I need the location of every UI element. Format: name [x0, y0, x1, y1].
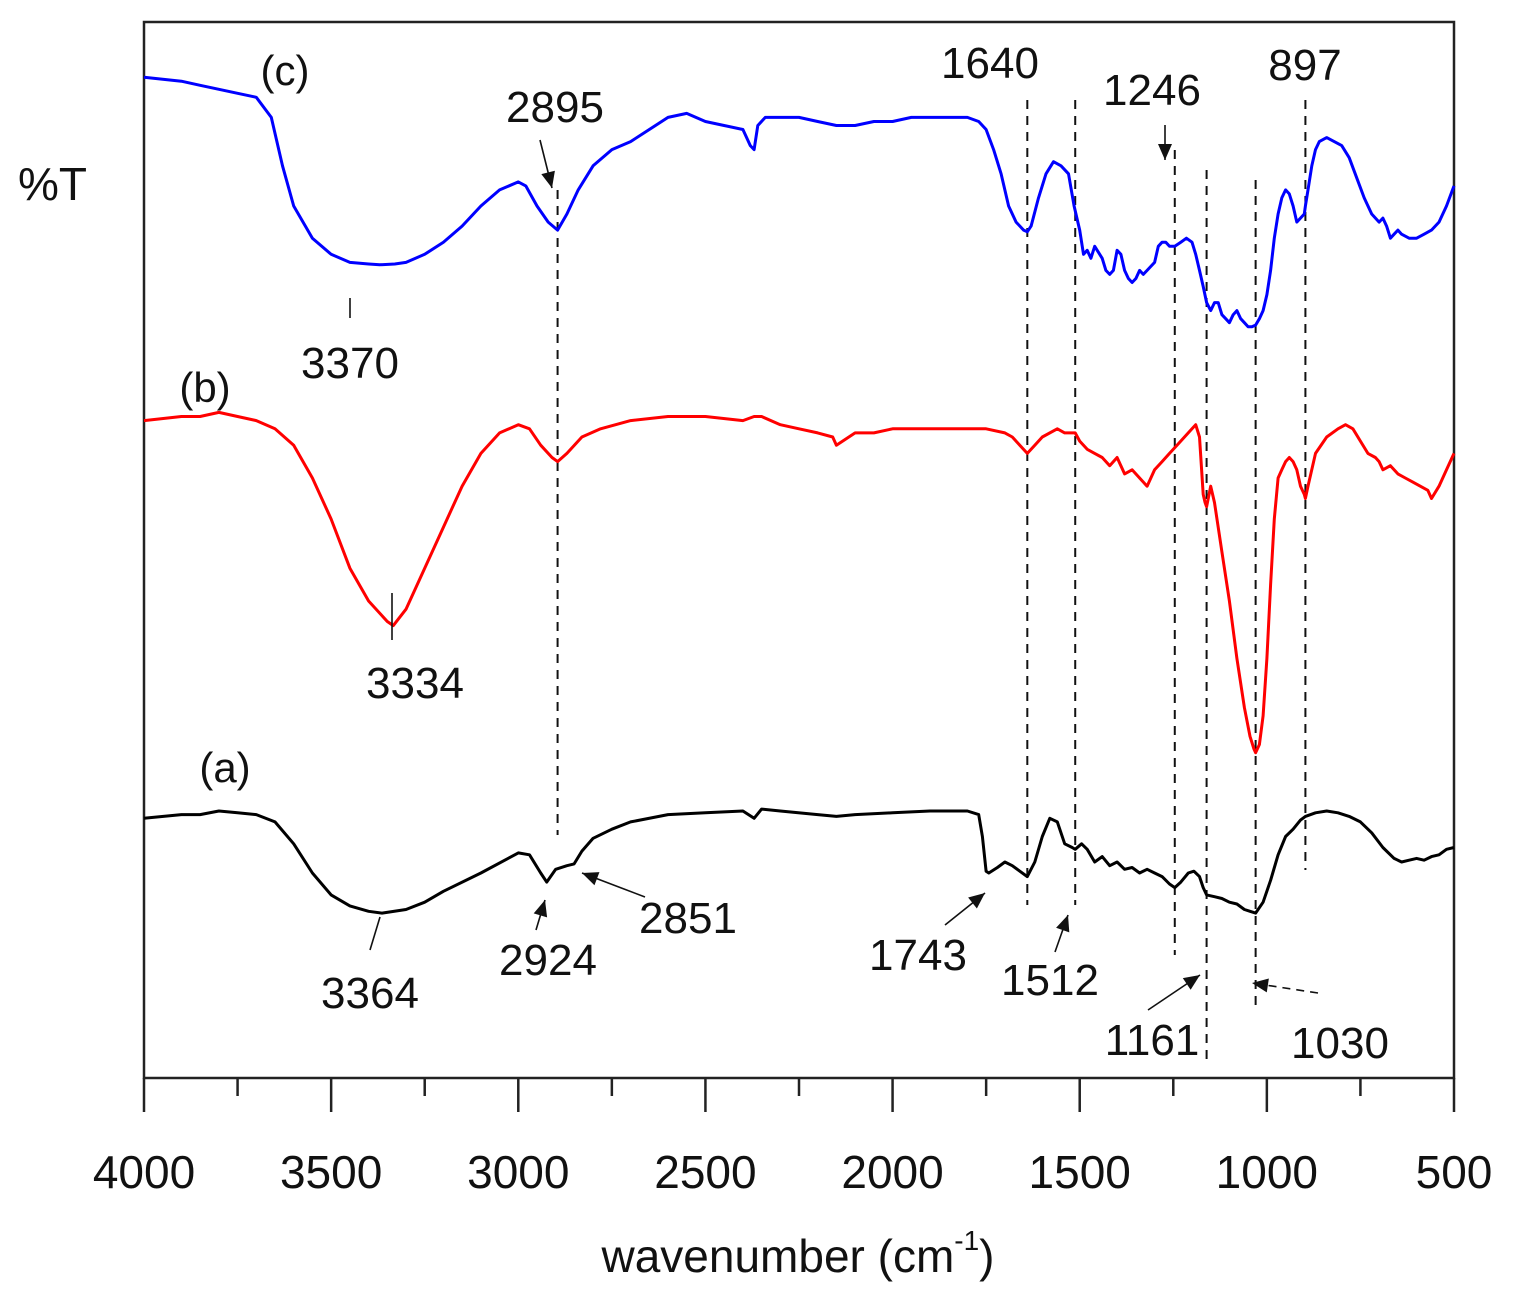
- annotation-arrowhead-1161: [1182, 975, 1200, 990]
- annotation-2895: 2895: [506, 83, 604, 132]
- annotation-arrowhead-1246: [1158, 144, 1172, 160]
- curve-label-a: (a): [199, 744, 250, 791]
- annotation-897: 897: [1268, 41, 1341, 90]
- annotation-1030: 1030: [1291, 1019, 1389, 1068]
- x-tick-label: 4000: [93, 1146, 195, 1198]
- peak-annotations: 3370 2895 1640 1246 897 3334 3364 2924 2851 1743 1…: [301, 39, 1389, 1068]
- x-axis-title-close: ): [979, 1230, 994, 1282]
- annotation-leader-3364: [369, 916, 381, 951]
- annotation-3370: 3370: [301, 339, 399, 388]
- spectra: [143, 75, 1456, 915]
- annotation-arrowhead-2851: [582, 872, 600, 886]
- x-axis-title-main: wavenumber (cm: [600, 1230, 954, 1282]
- annotation-1512: 1512: [1001, 956, 1099, 1005]
- curve-labels: (a) (b) (c): [179, 47, 309, 791]
- annotation-leader-1030: [1251, 982, 1319, 994]
- annotation-arrowhead-2924: [533, 900, 548, 918]
- plot-frame: [142, 20, 1456, 1080]
- x-tick-label: 3500: [280, 1146, 382, 1198]
- annotation-2851: 2851: [639, 894, 737, 943]
- curve-label-b: (b): [179, 364, 230, 411]
- annotation-1246: 1246: [1103, 66, 1201, 115]
- x-tick-label: 3000: [467, 1146, 569, 1198]
- guide-lines: [556, 100, 1307, 1060]
- x-axis-title: wavenumber (cm-1): [600, 1225, 994, 1282]
- curve-a: [143, 807, 1455, 915]
- annotation-arrowhead-1743: [968, 893, 985, 909]
- annotation-1640: 1640: [941, 39, 1039, 88]
- annotation-3364: 3364: [321, 969, 419, 1018]
- annotation-3334: 3334: [366, 659, 464, 708]
- x-tick-label: 500: [1416, 1146, 1493, 1198]
- x-axis: 4000 3500 3000 2500 2000 1500 1000 500: [93, 1078, 1493, 1198]
- curve-label-c: (c): [261, 47, 310, 94]
- x-tick-label: 1000: [1216, 1146, 1318, 1198]
- curve-c: [143, 75, 1456, 329]
- x-tick-label: 1500: [1029, 1146, 1131, 1198]
- x-tick-label: 2000: [841, 1146, 943, 1198]
- annotation-arrowhead-1512: [1056, 915, 1070, 933]
- y-axis-title: %T: [18, 158, 87, 210]
- annotation-arrowhead-1030: [1252, 978, 1269, 993]
- annotation-arrowhead-2895: [541, 170, 555, 188]
- annotation-1743: 1743: [869, 931, 967, 980]
- x-tick-label: 2500: [654, 1146, 756, 1198]
- x-axis-title-sup: -1: [954, 1225, 979, 1256]
- curve-b: [143, 410, 1456, 755]
- annotation-2924: 2924: [499, 936, 597, 985]
- annotation-1161: 1161: [1105, 1016, 1200, 1065]
